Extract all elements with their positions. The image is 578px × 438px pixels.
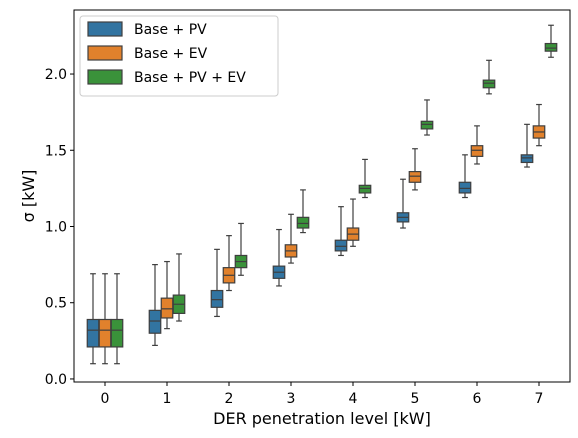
boxes-layer: [86, 24, 558, 365]
box-base-pv-4: [334, 206, 348, 257]
box-iqr: [470, 145, 484, 157]
y-tick-label: 1.5: [45, 143, 67, 159]
box-base-ev-0: [98, 273, 112, 365]
y-tick-label: 0.0: [45, 372, 67, 388]
box-base-ev-5: [408, 148, 422, 191]
legend-label: Base + PV: [134, 22, 207, 38]
box-iqr: [544, 42, 558, 52]
box-base-pv-6: [458, 154, 472, 199]
box-iqr: [86, 318, 100, 348]
box-iqr: [334, 239, 348, 252]
box-base-ev-6: [470, 125, 484, 165]
x-tick-label: 1: [163, 391, 172, 407]
legend-swatch: [87, 69, 123, 85]
y-axis: 0.0 0.5 1.0 1.5 2.0: [45, 67, 74, 388]
box-base-pv-7: [520, 123, 534, 168]
box-base-pv-ev-3: [296, 189, 310, 234]
box-iqr: [420, 120, 434, 130]
box-iqr: [98, 318, 112, 348]
x-tick-label: 2: [225, 391, 234, 407]
box-iqr: [458, 181, 472, 194]
box-iqr: [148, 309, 162, 334]
box-base-pv-ev-6: [482, 59, 496, 95]
box-base-pv-ev-5: [420, 99, 434, 136]
box-base-pv-0: [86, 273, 100, 365]
box-base-pv-1: [148, 264, 162, 347]
box-base-pv-3: [272, 228, 286, 287]
legend-label: Base + EV: [134, 46, 208, 62]
y-tick-label: 0.5: [45, 296, 67, 312]
box-base-ev-4: [346, 198, 360, 247]
box-base-pv-ev-4: [358, 158, 372, 199]
box-iqr: [160, 297, 174, 319]
y-tick-label: 1.0: [45, 219, 67, 235]
x-tick-label: 4: [349, 391, 358, 407]
x-axis: 0 1 2 3 4 5 6 7: [101, 382, 544, 407]
box-iqr: [520, 154, 534, 164]
x-tick-label: 6: [473, 391, 482, 407]
legend: Base + PV Base + EV Base + PV + EV: [79, 15, 279, 97]
box-iqr: [296, 216, 310, 229]
box-iqr: [358, 184, 372, 194]
box-base-pv-ev-2: [234, 222, 248, 276]
x-tick-label: 0: [101, 391, 110, 407]
box-base-pv-2: [210, 248, 224, 318]
box-base-ev-2: [222, 235, 236, 292]
box-base-pv-ev-0: [110, 273, 124, 365]
x-axis-title: DER penetration level [kW]: [213, 409, 431, 428]
box-base-pv-ev-7: [544, 24, 558, 58]
x-tick-label: 3: [287, 391, 296, 407]
box-iqr: [110, 318, 124, 348]
box-iqr: [408, 171, 422, 183]
x-tick-label: 5: [411, 391, 420, 407]
box-base-pv-5: [396, 178, 410, 229]
y-tick-label: 2.0: [45, 67, 67, 83]
box-base-ev-3: [284, 213, 298, 264]
box-base-pv-ev-1: [172, 253, 186, 322]
y-axis-title: σ [kW]: [19, 170, 38, 223]
box-base-ev-7: [532, 103, 546, 147]
x-tick-label: 7: [535, 391, 544, 407]
legend-label: Base + PV + EV: [134, 70, 246, 86]
legend-frame: [79, 15, 279, 97]
box-iqr: [482, 79, 496, 89]
legend-swatch: [87, 21, 123, 37]
legend-swatch: [87, 45, 123, 61]
box-iqr: [210, 289, 224, 308]
